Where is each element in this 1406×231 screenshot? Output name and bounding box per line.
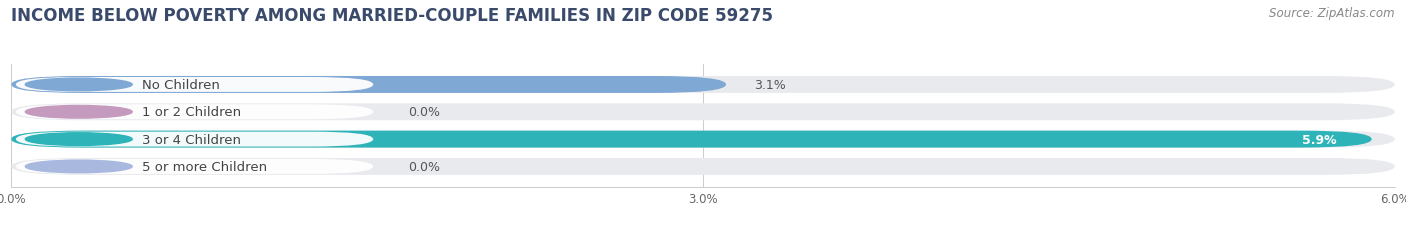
FancyBboxPatch shape (11, 77, 725, 94)
Text: Source: ZipAtlas.com: Source: ZipAtlas.com (1270, 7, 1395, 20)
FancyBboxPatch shape (11, 131, 1395, 148)
Text: 0.0%: 0.0% (408, 106, 440, 119)
FancyBboxPatch shape (15, 132, 373, 147)
Circle shape (25, 106, 132, 119)
FancyBboxPatch shape (15, 78, 373, 92)
Text: INCOME BELOW POVERTY AMONG MARRIED-COUPLE FAMILIES IN ZIP CODE 59275: INCOME BELOW POVERTY AMONG MARRIED-COUPL… (11, 7, 773, 25)
Text: 0.0%: 0.0% (408, 160, 440, 173)
FancyBboxPatch shape (11, 158, 1395, 175)
FancyBboxPatch shape (11, 104, 1395, 121)
Text: 5 or more Children: 5 or more Children (142, 160, 267, 173)
Text: No Children: No Children (142, 79, 219, 91)
Circle shape (25, 160, 132, 173)
Text: 3.1%: 3.1% (754, 79, 786, 91)
Text: 5.9%: 5.9% (1302, 133, 1337, 146)
FancyBboxPatch shape (11, 131, 1372, 148)
FancyBboxPatch shape (15, 159, 373, 174)
Text: 1 or 2 Children: 1 or 2 Children (142, 106, 240, 119)
FancyBboxPatch shape (11, 77, 1395, 94)
Circle shape (25, 79, 132, 91)
Circle shape (25, 133, 132, 146)
Text: 3 or 4 Children: 3 or 4 Children (142, 133, 240, 146)
FancyBboxPatch shape (15, 105, 373, 120)
